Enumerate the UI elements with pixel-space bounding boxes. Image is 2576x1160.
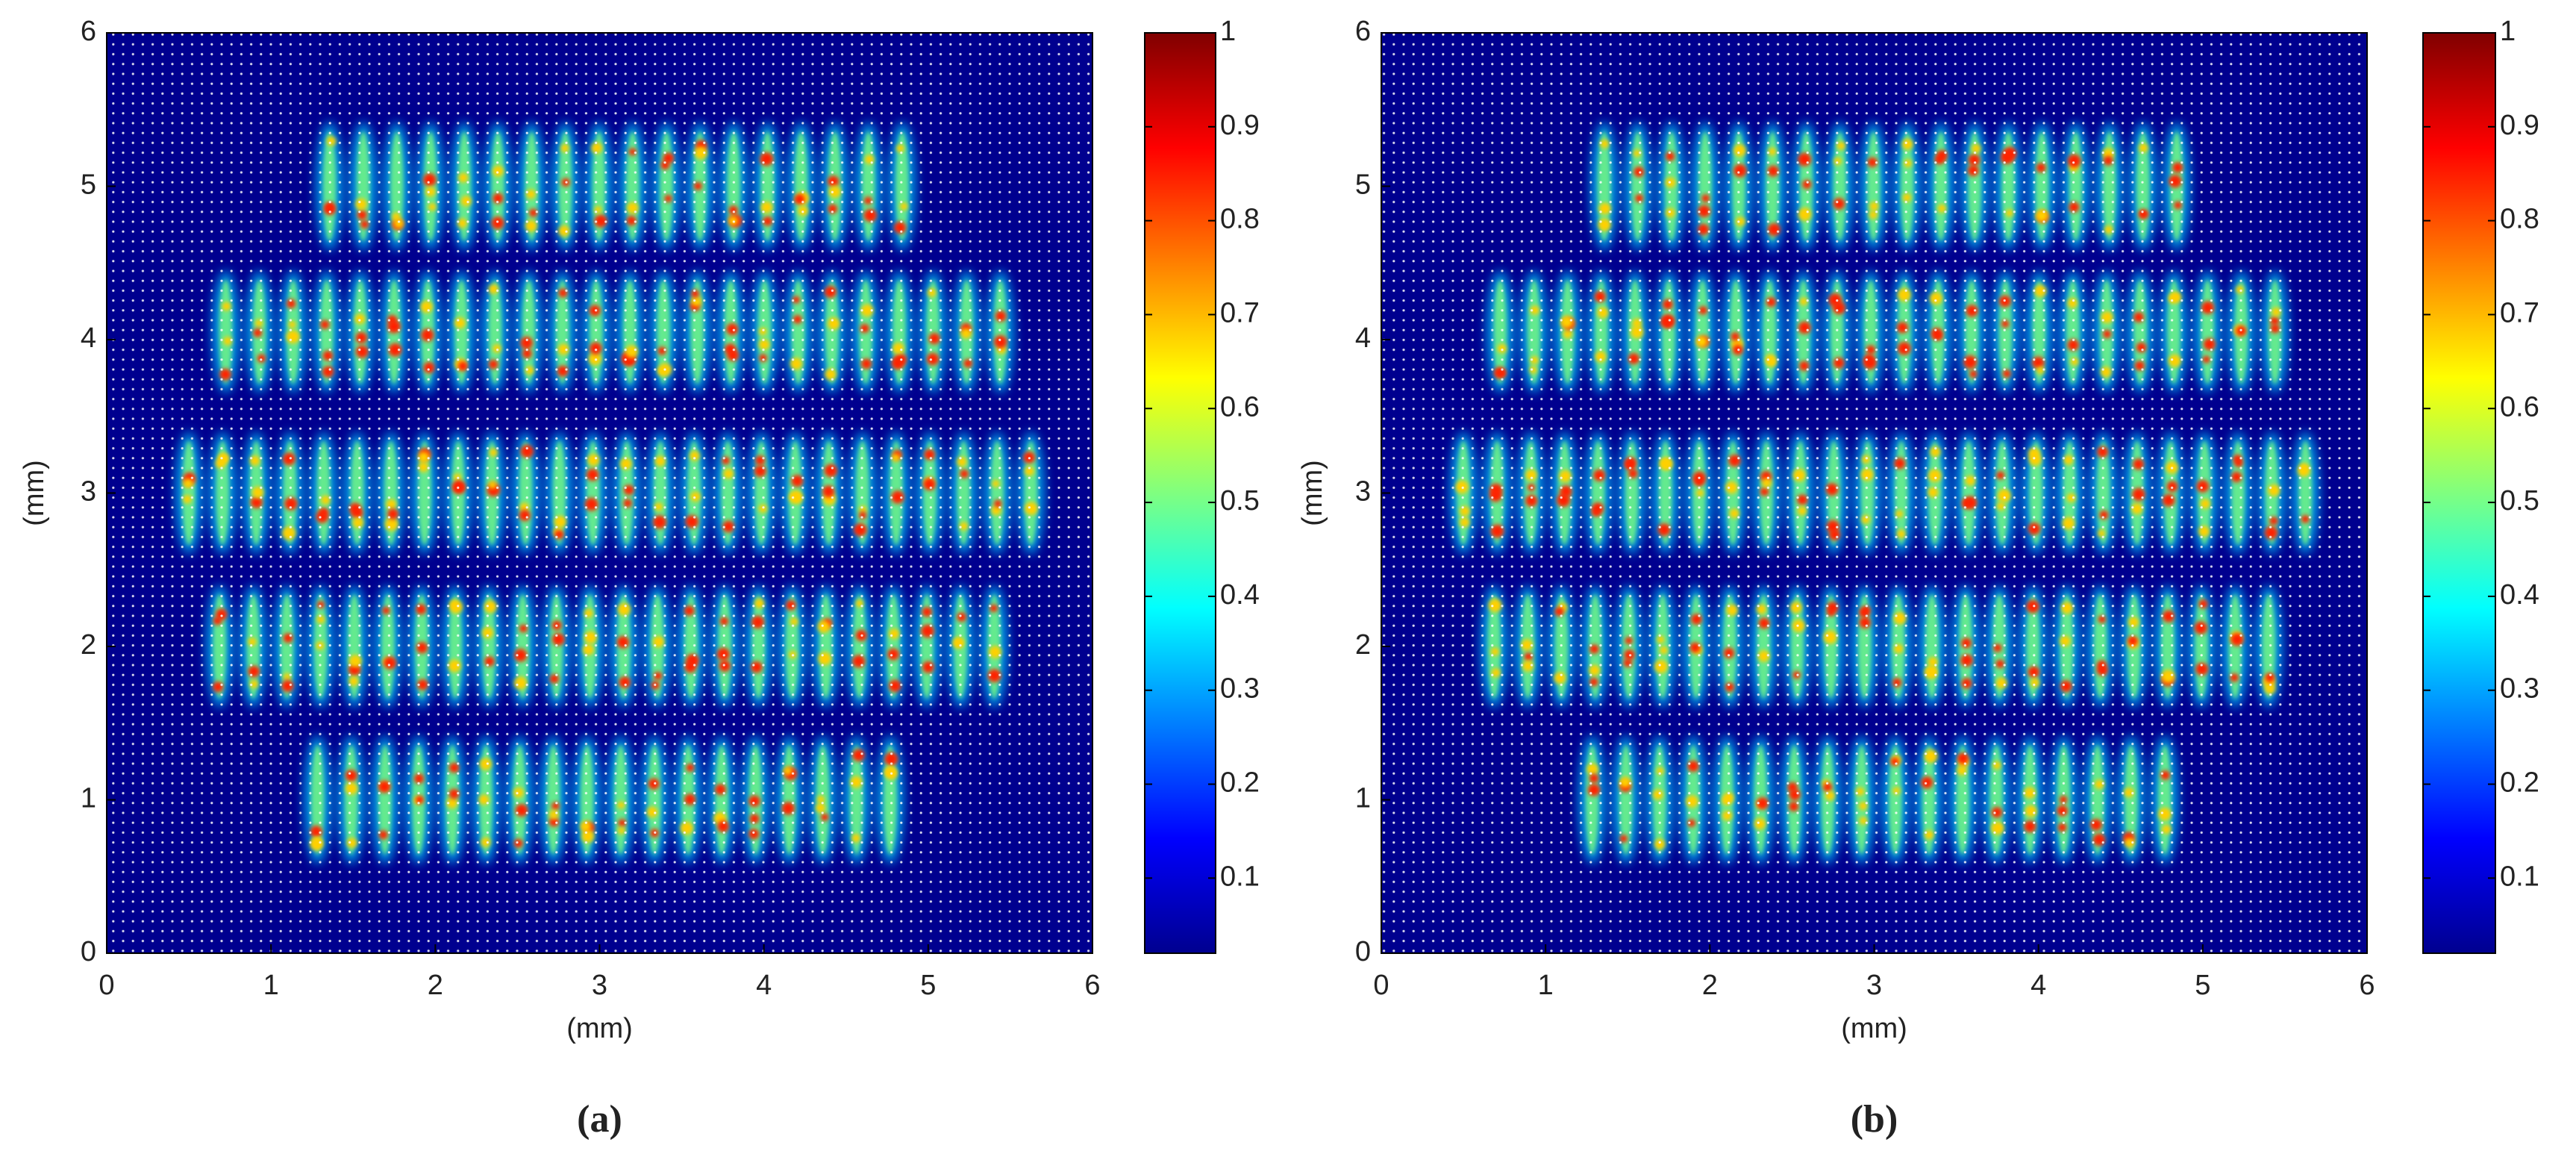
y-tick-label: 1 [81, 783, 96, 814]
y-tick-label: 4 [81, 322, 96, 354]
colorbar-tick-label: 0.9 [1220, 110, 1260, 141]
colorbar-tick-label: 0.8 [2500, 204, 2539, 235]
colorbar-tick-label: 0.4 [1220, 579, 1260, 611]
colorbar-tick-label: 0.6 [2500, 391, 2539, 422]
colorbar [2422, 32, 2496, 954]
colorbar-tick-label: 0.9 [2500, 110, 2539, 141]
y-tick-label: 6 [1355, 16, 1371, 47]
x-tick-label: 4 [756, 970, 772, 1001]
colorbar-tick-label: 0.1 [1220, 861, 1260, 892]
y-tick-label: 5 [81, 169, 96, 201]
x-tick-label: 0 [1373, 970, 1389, 1001]
y-tick-label: 2 [81, 629, 96, 661]
colorbar-tick-label: 0.5 [1220, 485, 1260, 517]
y-tick-label: 2 [1355, 629, 1371, 661]
dot-grid [1381, 33, 2367, 953]
colorbar-tick-label: 0.6 [1220, 391, 1260, 422]
colorbar-tick-label: 1 [1220, 16, 1236, 47]
colorbar-tick-label: 0.7 [2500, 297, 2539, 328]
y-tick-label: 0 [1355, 936, 1371, 967]
x-tick-label: 5 [920, 970, 936, 1001]
y-tick-label: 3 [1355, 476, 1371, 508]
caption: (a) [577, 1098, 622, 1141]
x-tick-label: 2 [428, 970, 443, 1001]
caption: (b) [1851, 1098, 1898, 1141]
colorbar-tick-label: 0.3 [2500, 673, 2539, 705]
x-tick-label: 1 [1538, 970, 1554, 1001]
colorbar-tick-label: 0.1 [2500, 861, 2539, 892]
y-tick-label: 0 [81, 936, 96, 967]
colorbar-tick-label: 0.7 [1220, 297, 1260, 328]
colorbar-tick-label: 0.4 [2500, 579, 2539, 611]
colorbar-tick-label: 0.5 [2500, 485, 2539, 517]
y-tick-label: 4 [1355, 322, 1371, 354]
colorbar-tick-label: 0.3 [1220, 673, 1260, 705]
x-tick-label: 1 [263, 970, 279, 1001]
dot-grid [107, 33, 1092, 953]
y-tick-label: 6 [81, 16, 96, 47]
colorbar-tick-label: 0.2 [2500, 767, 2539, 799]
y-axis-label: (mm) [1297, 460, 1328, 526]
x-tick-label: 4 [2031, 970, 2046, 1001]
x-tick-label: 5 [2195, 970, 2210, 1001]
x-tick-label: 3 [592, 970, 607, 1001]
y-tick-label: 5 [1355, 169, 1371, 201]
x-axis-label: (mm) [566, 1013, 633, 1044]
y-tick-label: 1 [1355, 783, 1371, 814]
x-axis-label: (mm) [1841, 1013, 1907, 1044]
colorbar-tick-label: 1 [2500, 16, 2516, 47]
colorbar-tick-label: 0.8 [1220, 204, 1260, 235]
x-tick-label: 6 [2359, 970, 2375, 1001]
colorbar [1144, 32, 1216, 954]
y-axis-label: (mm) [19, 460, 50, 526]
y-tick-label: 3 [81, 476, 96, 508]
x-tick-label: 6 [1084, 970, 1100, 1001]
colorbar-tick-label: 0.2 [1220, 767, 1260, 799]
x-tick-label: 2 [1702, 970, 1718, 1001]
x-tick-label: 3 [1866, 970, 1882, 1001]
x-tick-label: 0 [99, 970, 114, 1001]
